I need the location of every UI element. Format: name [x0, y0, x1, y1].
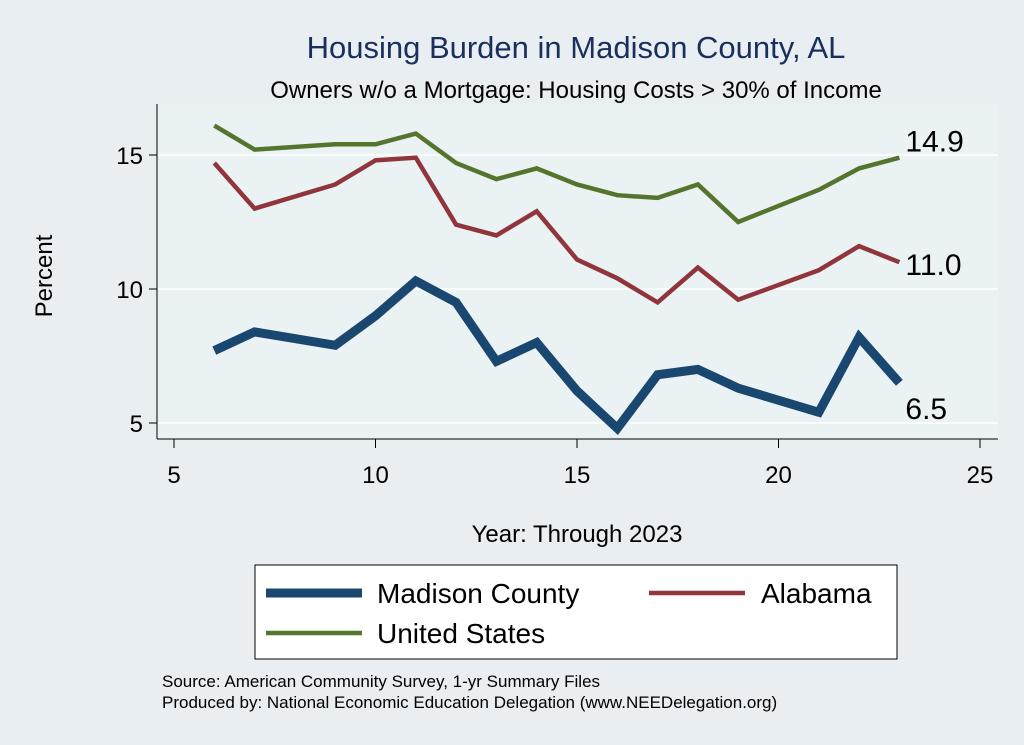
legend: Madison County Alabama United States — [254, 564, 898, 660]
source-note: Source: American Community Survey, 1-yr … — [162, 672, 600, 691]
legend-label-united-states: United States — [377, 618, 545, 649]
producer-note: Produced by: National Economic Education… — [162, 693, 777, 712]
end-label-alabama: 11.0 — [905, 249, 961, 282]
x-axis: 5 10 15 20 25 — [157, 438, 998, 489]
series-line-alabama — [212, 155, 901, 306]
x-axis-title: Year: Through 2023 — [472, 521, 683, 548]
y-axis: 5 10 15 — [116, 104, 158, 439]
legend-label-madison-county: Madison County — [377, 578, 579, 609]
y-tick-label: 5 — [130, 411, 143, 438]
x-tick-label: 5 — [167, 462, 180, 489]
x-tick-label: 15 — [564, 462, 591, 489]
series-line-united-states — [213, 123, 900, 225]
end-labels: 14.9 11.0 6.5 — [905, 126, 963, 426]
chart-subtitle: Owners w/o a Mortgage: Housing Costs > 3… — [270, 77, 882, 104]
y-tick-label: 15 — [116, 143, 143, 170]
end-label-madison-county: 6.5 — [905, 393, 947, 426]
x-tick-label: 25 — [967, 462, 994, 489]
series-lines — [212, 123, 903, 436]
x-tick-label: 10 — [362, 462, 389, 489]
y-axis-title: Percent — [31, 234, 58, 317]
end-label-united-states: 14.9 — [905, 126, 963, 159]
series-line-madison-county — [212, 275, 903, 436]
x-tick-label: 20 — [765, 462, 792, 489]
legend-box — [254, 564, 898, 660]
legend-label-alabama: Alabama — [761, 578, 872, 609]
y-tick-label: 10 — [116, 277, 143, 304]
plot-area — [157, 104, 998, 439]
chart-title: Housing Burden in Madison County, AL — [307, 30, 846, 65]
gridlines — [157, 154, 998, 424]
